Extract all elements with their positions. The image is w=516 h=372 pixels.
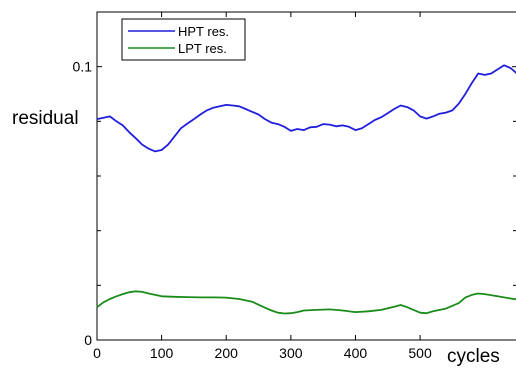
x-tick-label: 400 <box>344 345 368 361</box>
x-tick-label: 100 <box>150 345 174 361</box>
y-tick-label: 0 <box>84 332 92 348</box>
series-line-hpt <box>96 64 516 153</box>
ticks-layer: 0 100 200 300 400 500 0 0.1 <box>73 12 516 361</box>
y-axis-label: residual <box>12 108 79 129</box>
legend-box <box>121 18 246 61</box>
x-tick-label: 500 <box>408 345 432 361</box>
legend-label-lpt: LPT res. <box>178 41 227 56</box>
x-axis-label: cycles <box>447 346 500 367</box>
x-tick-label: 300 <box>279 345 303 361</box>
legend: HPT res. LPT res. <box>121 18 246 61</box>
x-tick-label: 200 <box>215 345 239 361</box>
series-line-lpt <box>96 290 516 315</box>
plot-frame <box>96 11 516 341</box>
x-tick-label: 0 <box>93 345 101 361</box>
legend-label-hpt: HPT res. <box>178 24 229 39</box>
series-layer <box>96 64 516 315</box>
y-tick-label: 0.1 <box>73 59 93 75</box>
